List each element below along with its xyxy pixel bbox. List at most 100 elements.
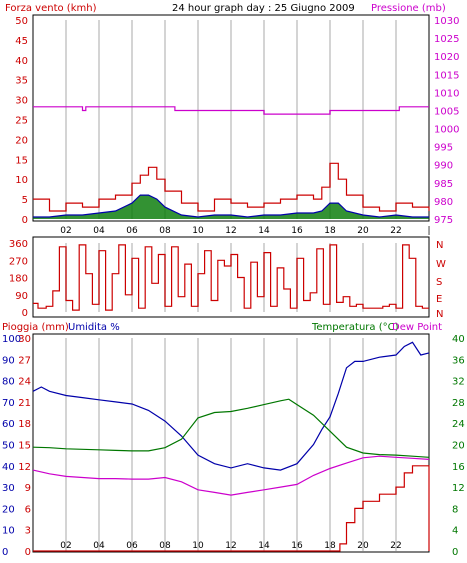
rain-y-tick: 9 — [25, 483, 31, 494]
x-tick-label: 10 — [192, 541, 204, 551]
temperature-y-tick: 4 — [452, 526, 458, 537]
x-tick-label: 08 — [159, 541, 171, 551]
humidity-y-tick: 50 — [2, 441, 15, 452]
pressure-y-tick: 1025 — [434, 34, 459, 45]
wind-speed-series — [33, 162, 430, 212]
temperature-y-tick: 36 — [452, 355, 465, 366]
pressure-y-tick: 1015 — [434, 70, 459, 81]
pressure-y-tick: 995 — [434, 143, 453, 154]
pressure-y-tick: 1005 — [434, 106, 459, 117]
temperature-y-tick: 0 — [452, 547, 458, 558]
dew-point-axis-label: Dew Point — [392, 322, 442, 333]
x-tick-label: 20 — [357, 541, 369, 551]
wind-average-fill — [33, 195, 429, 219]
temperature-y-tick: 12 — [452, 483, 465, 494]
x-tick-label: 18 — [324, 226, 336, 236]
x-tick-label: 04 — [93, 226, 105, 236]
humidity-series — [32, 341, 430, 471]
rain-y-tick: 18 — [18, 419, 31, 430]
rain-y-tick: 3 — [25, 526, 31, 537]
pressure-y-tick: 985 — [434, 179, 453, 190]
rain-y-tick: 6 — [25, 504, 31, 515]
compass-north-top: N — [436, 240, 443, 251]
wind-y-tick: 45 — [15, 36, 28, 47]
x-tick-label: 22 — [390, 226, 401, 236]
rain-y-tick: 27 — [18, 355, 31, 366]
x-tick-label: 04 — [93, 541, 105, 551]
tick-label-layer: 02 04 06 08 10 12 14 16 18 20 22 |02 04 06 08 10 12 14 16 1… — [2, 16, 465, 558]
pressure-y-tick: 980 — [434, 197, 453, 208]
direction-y-tick: 0 — [22, 308, 28, 319]
wind-direction-series — [33, 244, 429, 311]
compass-south: S — [436, 277, 442, 288]
x-tick-label: 14 — [258, 226, 270, 236]
x-tick-label: 22 — [390, 541, 401, 551]
compass-east: E — [436, 294, 442, 305]
pressure-series — [33, 106, 429, 115]
x-tick-label: 02 — [60, 541, 71, 551]
page-title: 24 hour graph day : 25 Giugno 2009 — [172, 3, 355, 14]
wind-y-tick: 30 — [15, 96, 28, 107]
rain-y-tick: 30 — [18, 334, 31, 345]
rain-y-tick: 0 — [25, 547, 31, 558]
x-tick-label: 18 — [324, 541, 336, 551]
humidity-y-tick: 60 — [2, 419, 15, 430]
wind-y-tick: 15 — [15, 155, 28, 166]
dew-point-series — [32, 455, 430, 496]
pressure-axis-label: Pressione (mb) — [371, 3, 446, 14]
x-tick-label: 08 — [159, 226, 171, 236]
pressure-y-tick: 1030 — [434, 16, 459, 27]
temperature-y-tick: 8 — [452, 504, 458, 515]
wind-y-tick: 40 — [15, 56, 28, 67]
wind-y-tick: 35 — [15, 76, 28, 87]
direction-y-tick: 90 — [15, 291, 28, 302]
x-tick-label: 14 — [258, 541, 270, 551]
humidity-y-tick: 90 — [2, 355, 15, 366]
pressure-y-tick: 1000 — [434, 125, 459, 136]
wind-y-tick: 20 — [15, 135, 28, 146]
wind-average-series — [33, 194, 429, 218]
rain-series — [33, 465, 430, 552]
x-tick-label: 16 — [291, 541, 303, 551]
series-layer — [32, 106, 430, 552]
wind-y-tick: 0 — [22, 215, 28, 226]
x-tick-label: | — [427, 226, 430, 236]
humidity-y-tick: 30 — [2, 483, 15, 494]
wind-y-tick: 10 — [15, 175, 28, 186]
pressure-y-tick: 990 — [434, 161, 453, 172]
direction-y-tick: 180 — [9, 274, 28, 285]
temperature-y-tick: 32 — [452, 377, 465, 388]
x-tick-label: 06 — [126, 226, 138, 236]
humidity-axis-label: Umidita % — [68, 322, 120, 333]
temperature-series — [32, 398, 430, 458]
rain-axis-label: Pioggia (mm) — [2, 322, 69, 333]
x-tick-label: 16 — [291, 226, 303, 236]
x-tick-label: 02 — [60, 226, 71, 236]
pressure-y-tick: 1010 — [434, 88, 459, 99]
x-tick-label: 10 — [192, 226, 204, 236]
humidity-y-tick: 0 — [2, 547, 8, 558]
humidity-y-tick: 40 — [2, 462, 15, 473]
temperature-y-tick: 28 — [452, 398, 465, 409]
wind-axis-label: Forza vento (kmh) — [5, 3, 97, 14]
temperature-y-tick: 16 — [452, 462, 465, 473]
direction-y-tick: 270 — [9, 256, 28, 267]
humidity-y-tick: 70 — [2, 398, 15, 409]
temperature-axis-label: Temperatura (°C) — [311, 322, 399, 333]
direction-y-tick: 360 — [9, 239, 28, 250]
wind-y-tick: 25 — [15, 116, 28, 127]
temperature-y-tick: 40 — [452, 334, 465, 345]
x-tick-label: 12 — [225, 226, 236, 236]
rain-y-tick: 12 — [18, 462, 31, 473]
temperature-y-tick: 20 — [452, 441, 465, 452]
x-tick-label: 06 — [126, 541, 138, 551]
wind-y-tick: 50 — [15, 16, 28, 27]
compass-north-bottom: N — [436, 309, 443, 320]
pressure-y-tick: 975 — [434, 215, 453, 226]
rain-y-tick: 21 — [18, 398, 31, 409]
pressure-y-tick: 1020 — [434, 52, 459, 63]
x-tick-label: 20 — [357, 226, 369, 236]
humidity-y-tick: 80 — [2, 377, 15, 388]
